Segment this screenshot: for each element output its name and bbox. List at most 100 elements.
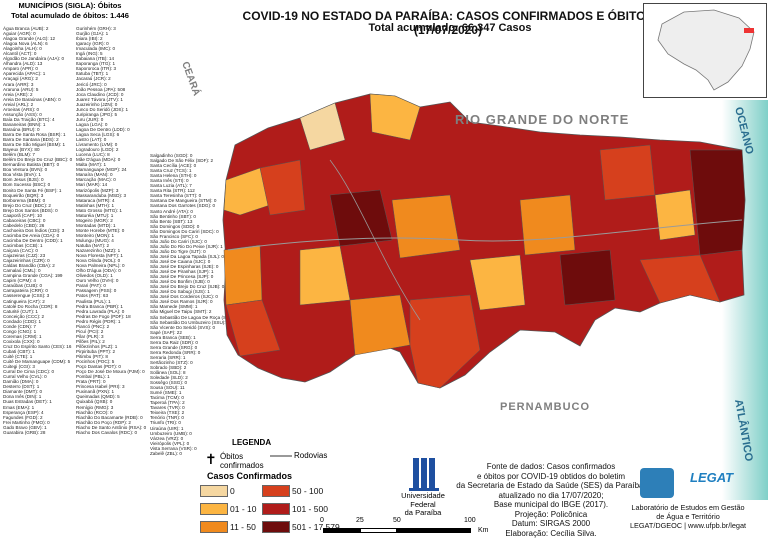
district-campina [559,249,616,306]
legend-swatch-5 [262,521,290,533]
municipality-entry: Prata (PRT): 0 [76,379,106,385]
municipality-entry: Massaranduba (MSD): 3 [76,192,127,198]
municipality-entry: Santa Luzia (ATL): 7 [150,183,192,189]
municipality-entry: Baraúna (BRU): 0 [3,126,40,132]
municipality-entry: São José Dos Ramos (SJR): 0 [150,299,213,305]
municipality-entry: Picuí (PCI): 2 [76,328,104,334]
municipality-entry: Piancó (PNC): 2 [76,323,110,329]
municipality-entry: Nazarezinho (NZZ): 1 [76,248,121,254]
municipality-entry: São Miguel De Taipu (SMT): 2 [150,309,212,315]
municipality-entry: Sertãozinho (STZ): 0 [150,359,193,365]
municipality-entry: Igaracy (IGR): 0 [76,41,109,47]
municipality-entry: Riacho Dos Cavalos (RDC): 0 [76,429,138,435]
municipality-entry: Damião (DMA): 0 [3,379,39,385]
legend-roads-label: Rodovias [294,451,328,460]
district-west-light [223,167,271,216]
paraiba-highlight [744,28,754,33]
municipality-entry: Areial (ARL): 2 [3,101,34,107]
municipality-entry: Maturéia (MTU): 1 [76,212,114,218]
municipality-entry: Santa Cecília (ACE): 0 [150,163,197,169]
credit-line: Base municipal do IBGE (2017). [493,500,609,509]
district-far-west [259,159,306,216]
municipality-entry: Santa Cruz (TCS): 1 [150,168,192,174]
municipality-entry: Pombal (PBL): 1 [76,374,110,380]
legend-swatch-0 [200,485,228,497]
municipality-entry: Logradouro (LGD): 2 [76,147,119,153]
municipality-entry: Juarez Távora (JTV): 1 [76,96,123,102]
municipality-entry: Mataraca (MTR): 4 [76,197,115,203]
municipality-entry: Ingá (ING): 5 [76,51,103,57]
municipality-entry: Capim (CPM): 4 [3,278,36,284]
municipality-entry: Santo André (ATA): 0 [150,208,193,214]
municipality-entry: Mulungu (MUG): 4 [76,237,114,243]
municipality-entry: Barra De São Miguel (BSM): 1 [3,142,66,148]
scale-tick-0: 0 [320,517,324,524]
municipality-entry: Cabaceiras (CBC): 0 [3,217,46,223]
credit-line: Fonte de dados: Casos confirmados [486,462,616,471]
municipality-entry: Lagoa (LGA): 0 [76,121,108,127]
municipality-entry: Sobrado (SBD): 2 [150,364,187,370]
municipality-entry: Caaporã (CAP): 10 [3,212,43,218]
legat-logo: LEGAT [690,470,734,485]
municipality-entry: Boa Vista (BVA): 1 [3,172,41,178]
municipality-entry: Água Branca (AUB): 2 [3,26,49,31]
district-cariri-3 [469,254,526,311]
municipality-entry: Nova Floresta (NFT): 1 [76,253,123,259]
municipality-entry: Taperoá (TPA): 2 [150,400,185,406]
municipality-entry: Riachão (RCO): 0 [76,409,113,415]
credit-line: Projeção: Policônica [514,509,588,519]
municipality-entry: Bonito De Santa Fé (BSF): 1 [3,187,62,193]
municipality-entry: Pedras De Fogo (PDF): 18 [76,313,131,319]
district-southwest [225,299,281,357]
road-symbol [270,455,292,457]
municipality-entry: Mato Grosso (MTG): 1 [76,207,122,213]
municipality-entry: Monteiro (MON): 1 [76,232,115,238]
municipality-column-1: Água Branca (AUB): 2 Aguiar (AGR): 0 Alago… [3,26,75,435]
municipality-entry: Santana Dos Garrotes (SDG): 0 [150,203,216,209]
municipality-entry: São José De Espinharas (SJE): 0 [150,264,219,270]
municipality-entry: Sossêgo (SSG): 0 [150,380,188,386]
road-secondary [329,159,421,321]
municipality-entry: Monte Horebe (MTE): 0 [76,227,125,233]
municipality-entry: Ouro Velho (OVH): 0 [76,278,119,284]
municipality-entry: Sousa (SOU): 11 [150,385,185,391]
municipality-entry: Barra De Santa Rosa (BSR): 1 [3,131,66,137]
municipality-entry: Cacimba De Areia (CDA): 0 [3,232,60,238]
legend-label-0: 0 [230,486,235,496]
municipality-entry: Serraria (SRR): 1 [150,354,186,360]
brazil-inset-map [643,3,767,98]
label-rio-grande-do-norte: RIO GRANDE DO NORTE [455,112,629,127]
municipality-entry: São José De Caiana (SJC): 0 [150,258,211,264]
municipality-entry: Boa Ventura (BVN): 0 [3,167,48,173]
district-patos [329,189,393,247]
municipality-column-2: Gurinhém (GRH): 3 Gurjão (GJA): 1 Ibiara (… [76,26,148,435]
municipality-entry: Tavares (TVR): 0 [150,405,185,411]
lab-line2: de Água e Território [656,512,720,521]
municipality-entry: São Vicente Do Seridó (SVS): 0 [150,324,216,330]
municipality-entry: Emas (EMA): 1 [3,404,35,410]
district-south-coast [639,254,721,304]
municipality-entry: Brejo Do Cruz (BDC): 2 [3,202,51,208]
municipality-entry: Camalaú (CML): 0 [3,268,41,274]
municipality-entry: Riacho De Santo Antônio (RSA): 0 [76,424,147,430]
district-cariri-2 [409,294,481,389]
municipality-entry: Bayeux (BYX): 80 [3,147,40,153]
municipality-entry: São Domingos Do Cariri (SDC): 0 [150,228,219,234]
municipality-entry: Lastro (LAT): 0 [76,137,107,143]
credit-line: atualizado no dia 17/07/2020; [498,490,604,500]
municipality-entry: Umbuzeiro (UMB): 0 [150,430,192,436]
municipality-entry: Bananeiras (BNN): 1 [3,121,46,127]
district-north-mid [369,93,421,141]
municipality-entry: Remígio (RMG): 3 [76,404,114,410]
municipality-entry: Princesa Isabel (PRI): 3 [76,384,125,390]
municipality-entry: Soledade (SLD): 2 [150,375,188,381]
municipality-entry: Alagoa Nova (ALN): 6 [3,41,48,47]
municipality-entry: São Bento (SBT): 13 [150,218,193,224]
ufpb-line2: da Paraíba [404,508,442,517]
municipality-entry: Juripiranga (JPG): 5 [76,111,118,117]
scale-tick-50: 50 [393,517,401,524]
municipality-entry: São José Da Lagoa Tapada (SJL): 0 [150,253,224,259]
municipality-entry: Pitimbu (PIT): 8 [76,354,108,360]
municipality-entry: Parari (PAT): 0 [76,283,106,289]
municipality-entry: Frei Martinho (FMO): 0 [3,419,50,425]
